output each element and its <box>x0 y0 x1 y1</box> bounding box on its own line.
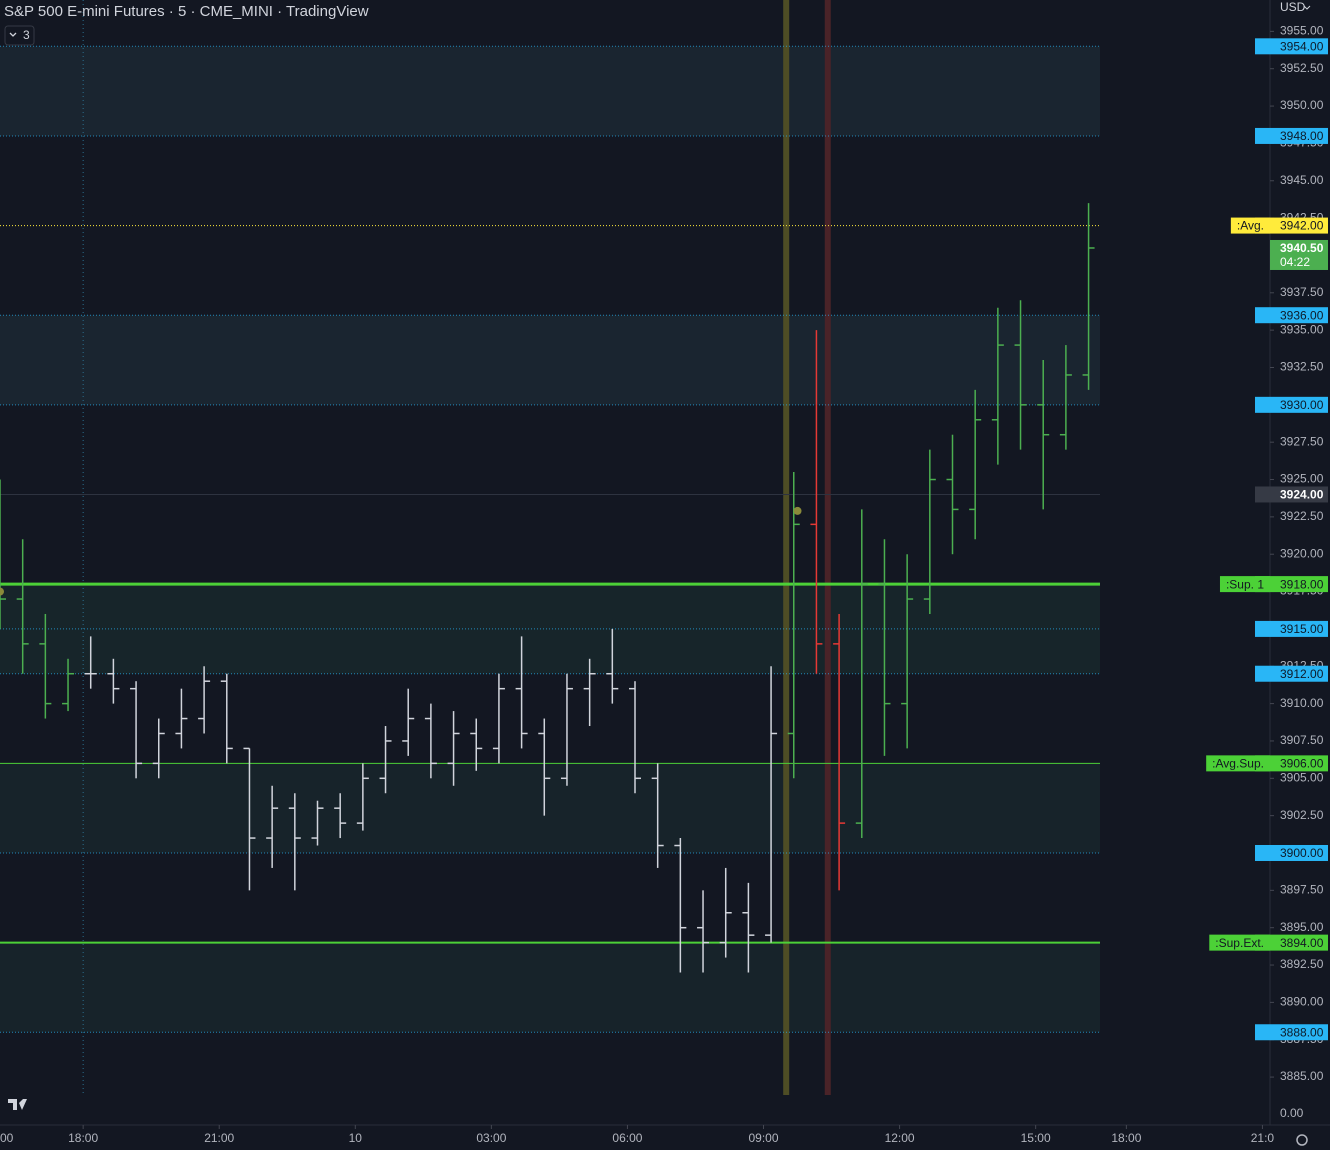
marker <box>793 506 802 515</box>
x-tick-label: 06:00 <box>612 1131 642 1145</box>
level-tag-label: 3900.00 <box>1280 846 1324 860</box>
level-tag <box>1255 307 1328 324</box>
y-tick-label: 3927.50 <box>1280 434 1324 448</box>
y-tick-label: 3945.00 <box>1280 173 1324 187</box>
y-tick-label: 3897.50 <box>1280 883 1324 897</box>
y-tick-label: 3955.00 <box>1280 24 1324 38</box>
level-tag-label: 3915.00 <box>1280 622 1324 636</box>
session-band <box>824 0 831 1095</box>
x-tick-label: 18:00 <box>68 1131 98 1145</box>
x-tick-label: 18:00 <box>1111 1131 1141 1145</box>
level-name-tag: :Sup. 1 <box>1226 577 1264 591</box>
level-tag <box>1255 1024 1328 1041</box>
level-name-box <box>1230 217 1270 234</box>
marker <box>0 587 4 596</box>
y-tick-label: 3925.00 <box>1280 472 1324 486</box>
y-tick-label: 3890.00 <box>1280 995 1324 1009</box>
level-tag <box>1255 396 1328 413</box>
crosshair-label: 3924.00 <box>1280 488 1324 502</box>
level-name-box <box>1219 576 1270 593</box>
level-tag-label: 3954.00 <box>1280 39 1324 53</box>
level-tag <box>1255 844 1328 861</box>
level-tag <box>1255 620 1328 637</box>
level-tag <box>1255 665 1328 682</box>
level-tag <box>1255 934 1328 951</box>
x-tick-label: 00 <box>0 1131 14 1145</box>
level-tag-label: 3936.00 <box>1280 308 1324 322</box>
settings-icon[interactable] <box>1296 1134 1308 1146</box>
x-tick-label: 09:00 <box>748 1131 778 1145</box>
level-tag-label: 3948.00 <box>1280 129 1324 143</box>
y-tick-label: 3932.50 <box>1280 360 1324 374</box>
level-tag <box>1255 217 1328 234</box>
chart-title: S&P 500 E-mini Futures · 5 · CME_MINI · … <box>4 3 369 20</box>
level-tag-label: 3942.00 <box>1280 219 1324 233</box>
y-tick-label: 3920.00 <box>1280 546 1324 560</box>
level-tag <box>1255 38 1328 55</box>
crosshair-tag <box>1255 486 1328 503</box>
zone <box>0 942 1100 1033</box>
currency-label[interactable]: USD <box>1280 0 1306 14</box>
y-tick-label: 3895.00 <box>1280 920 1324 934</box>
y-tick-label: 3905.00 <box>1280 770 1324 784</box>
last-price-tag <box>1270 239 1328 270</box>
y-tick-label: 3892.50 <box>1280 957 1324 971</box>
x-tick-label: 15:00 <box>1021 1131 1051 1145</box>
zone <box>0 46 1100 136</box>
level-name-tag: :Sup.Ext. <box>1215 936 1264 950</box>
zone <box>0 763 1100 853</box>
session-band <box>783 0 790 1095</box>
y-tick-label: 3937.50 <box>1280 285 1324 299</box>
x-tick-label: 21:00 <box>204 1131 234 1145</box>
logo[interactable] <box>8 1099 27 1110</box>
x-tick-label: 10 <box>349 1131 363 1145</box>
x-tick-label: 12:00 <box>885 1131 915 1145</box>
axis-footer: 0.00 <box>1280 1106 1304 1120</box>
level-tag-label: 3918.00 <box>1280 577 1324 591</box>
x-tick-label: 21:0 <box>1251 1131 1275 1145</box>
y-tick-label: 3952.50 <box>1280 61 1324 75</box>
y-tick-label: 3907.50 <box>1280 733 1324 747</box>
y-tick-label: 3922.50 <box>1280 509 1324 523</box>
collapse-button[interactable] <box>4 25 35 46</box>
y-tick-label: 3950.00 <box>1280 98 1324 112</box>
zone <box>0 315 1100 405</box>
last-price-label: 3940.50 <box>1280 241 1324 255</box>
y-tick-label: 3910.00 <box>1280 696 1324 710</box>
level-name-box <box>1209 934 1270 951</box>
level-tag-label: 3906.00 <box>1280 757 1324 771</box>
chevron-icon <box>9 32 17 37</box>
level-name-tag: :Avg.Sup. <box>1212 757 1264 771</box>
plot-area <box>0 0 1100 1095</box>
x-tick-label: 03:00 <box>476 1131 506 1145</box>
level-tag <box>1255 127 1328 144</box>
level-tag-label: 3930.00 <box>1280 398 1324 412</box>
countdown-label: 04:22 <box>1280 255 1310 269</box>
level-tag-label: 3894.00 <box>1280 936 1324 950</box>
y-tick-label: 3902.50 <box>1280 808 1324 822</box>
y-tick-label: 3935.00 <box>1280 322 1324 336</box>
level-tag <box>1255 755 1328 772</box>
level-tag-label: 3888.00 <box>1280 1025 1324 1039</box>
y-tick-label: 3885.00 <box>1280 1069 1324 1083</box>
level-name-box <box>1206 755 1270 772</box>
level-tag-label: 3912.00 <box>1280 667 1324 681</box>
collapse-count: 3 <box>23 28 30 42</box>
level-name-tag: :Avg. <box>1237 219 1264 233</box>
level-tag <box>1255 576 1328 593</box>
currency-chevron <box>1303 5 1311 10</box>
